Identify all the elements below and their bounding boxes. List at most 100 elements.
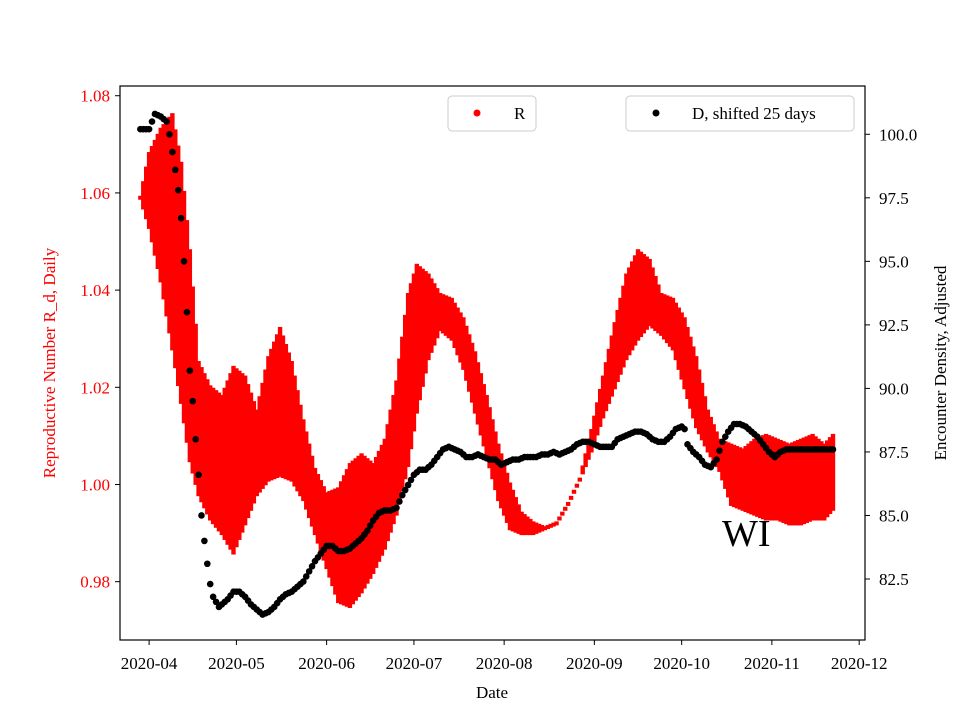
r-point xyxy=(784,442,789,525)
r-point xyxy=(359,453,364,594)
r-point xyxy=(664,295,670,344)
right-y-tick-label: 90.0 xyxy=(879,379,909,398)
r-point xyxy=(330,489,335,587)
r-point xyxy=(341,475,347,606)
d-point xyxy=(189,397,197,405)
x-tick-label: 2020-10 xyxy=(653,654,710,673)
r-point xyxy=(752,438,757,516)
r-point xyxy=(766,435,772,521)
r-point xyxy=(772,437,777,521)
r-point xyxy=(277,326,283,477)
r-point xyxy=(618,297,623,375)
d-point xyxy=(174,186,182,194)
r-point xyxy=(280,335,286,478)
d-point xyxy=(396,498,403,505)
r-point xyxy=(240,373,245,533)
r-point xyxy=(385,424,390,542)
r-point xyxy=(571,489,577,494)
r-point xyxy=(597,388,603,427)
r-point xyxy=(379,444,385,556)
r-point xyxy=(586,441,591,460)
r-point xyxy=(414,263,420,414)
r-point xyxy=(568,495,574,500)
r-point xyxy=(333,488,338,595)
r-point xyxy=(726,442,731,498)
r-point xyxy=(437,292,443,331)
r-point xyxy=(667,296,673,347)
r-point xyxy=(790,442,795,526)
r-point xyxy=(222,387,227,540)
r-point xyxy=(830,433,836,511)
r-point xyxy=(504,472,510,523)
d-point xyxy=(180,258,188,265)
r-point xyxy=(208,385,213,521)
d-point xyxy=(719,438,726,446)
r-point xyxy=(755,437,760,517)
r-point xyxy=(525,516,530,536)
r-point xyxy=(405,292,411,468)
r-point xyxy=(563,506,568,511)
r-point xyxy=(400,336,405,492)
r-point xyxy=(615,309,620,383)
r-point xyxy=(501,463,507,516)
r-point xyxy=(720,439,725,481)
r-point xyxy=(417,266,422,401)
r-point xyxy=(269,348,274,481)
r-point xyxy=(205,379,210,515)
r-point xyxy=(769,436,775,521)
right-y-tick-label: 87.5 xyxy=(879,443,909,462)
r-point xyxy=(301,419,306,502)
r-point xyxy=(312,467,318,536)
d-point xyxy=(166,130,173,138)
r-point xyxy=(659,292,664,336)
r-point xyxy=(705,409,711,453)
r-point xyxy=(635,249,641,341)
r-point xyxy=(807,435,812,522)
r-point xyxy=(446,296,452,339)
d-point xyxy=(393,504,400,512)
r-point xyxy=(397,358,402,504)
plot-frame xyxy=(119,85,866,641)
plot-area xyxy=(120,86,865,640)
r-point xyxy=(350,460,356,605)
d-point xyxy=(171,166,179,174)
r-point xyxy=(478,373,484,436)
r-point xyxy=(685,326,690,400)
right-y-tick-label: 100.0 xyxy=(879,125,917,144)
x-tick-label: 2020-11 xyxy=(744,654,800,673)
r-point xyxy=(353,458,358,601)
d-point xyxy=(302,573,310,580)
r-point xyxy=(266,356,271,482)
d-point xyxy=(209,593,217,601)
d-point xyxy=(183,308,191,316)
r-point xyxy=(542,526,548,531)
x-axis-label: Date xyxy=(476,683,508,702)
r-point xyxy=(644,256,649,330)
r-point xyxy=(458,312,463,363)
r-point xyxy=(196,361,201,497)
r-point xyxy=(338,481,344,605)
r-point xyxy=(309,455,315,527)
r-point xyxy=(411,273,417,432)
r-point xyxy=(464,325,469,381)
r-point xyxy=(193,323,198,485)
r-point xyxy=(164,120,169,317)
r-point xyxy=(580,465,585,475)
r-point xyxy=(778,439,783,522)
d-point xyxy=(366,522,374,529)
r-point xyxy=(629,261,635,351)
r-point xyxy=(190,286,195,474)
r-point xyxy=(760,435,766,520)
r-point xyxy=(632,255,638,346)
r-point xyxy=(621,285,626,368)
x-tick-label: 2020-06 xyxy=(298,654,355,673)
r-point xyxy=(298,404,303,497)
r-point xyxy=(213,390,219,528)
r-point xyxy=(365,458,370,584)
r-point xyxy=(202,373,207,509)
r-point xyxy=(490,419,495,480)
r-point xyxy=(682,317,687,390)
r-point xyxy=(306,443,312,519)
d-point xyxy=(364,527,371,535)
